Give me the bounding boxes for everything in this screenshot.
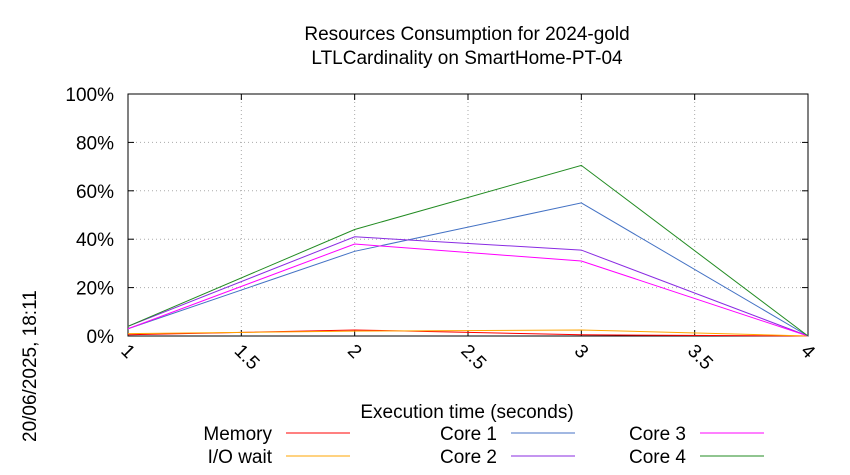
legend-label: Memory (203, 424, 272, 445)
x-tick-label: 4 (796, 341, 819, 364)
x-tick-label: 1.5 (230, 341, 264, 375)
legend-label: Core 4 (629, 447, 686, 468)
series-line-core-1 (127, 202, 809, 337)
x-tick-label: 3 (570, 341, 592, 363)
y-tick-label: 40% (76, 230, 114, 251)
legend-label: I/O wait (208, 447, 273, 468)
chart-title: Resources Consumption for 2024-gold LTLC… (304, 24, 629, 69)
x-tick-label: 2.5 (456, 341, 490, 375)
x-tick-label: 3.5 (683, 341, 717, 375)
y-tick-label: 20% (76, 279, 114, 300)
y-tick-label: 100% (65, 85, 114, 106)
legend-label: Core 2 (440, 447, 497, 468)
x-axis-label: Execution time (seconds) (360, 402, 573, 423)
series-line-core-2 (127, 236, 809, 337)
series-lines (127, 164, 809, 337)
timestamp-label: 20/06/2025, 18:11 (20, 290, 41, 442)
series-line-core-4 (127, 164, 809, 337)
y-tick-label: 60% (76, 182, 114, 203)
series-line-i-o-wait (127, 329, 809, 337)
grid-lines (127, 93, 809, 337)
legend-label: Core 3 (629, 424, 686, 445)
y-tick-label: 0% (87, 327, 115, 348)
chart-title-line-2: LTLCardinality on SmartHome-PT-04 (311, 48, 623, 69)
x-tick-label: 2 (343, 341, 365, 363)
x-tick-label: 1 (116, 341, 138, 363)
series-line-core-3 (127, 243, 809, 337)
chart-title-line-1: Resources Consumption for 2024-gold (304, 24, 629, 45)
y-axis-ticks: 0% 20% 40% 60% 80% 100% (65, 85, 808, 348)
y-tick-label: 80% (76, 133, 114, 154)
legend-label: Core 1 (440, 424, 497, 445)
